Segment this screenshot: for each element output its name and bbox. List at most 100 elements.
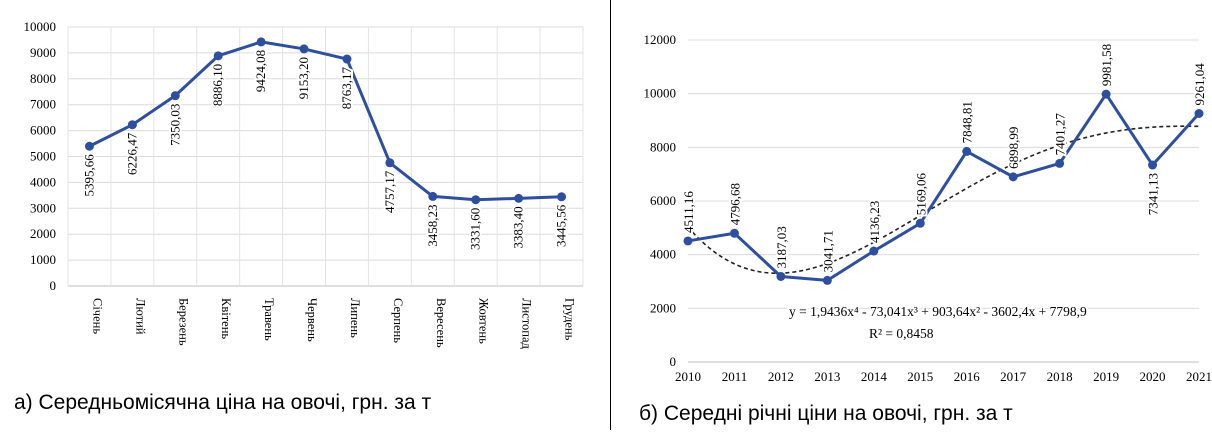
x-tick-label: 2014 [861,369,888,384]
data-label: 7401,27 [1053,113,1068,156]
y-tick-label: 4000 [30,174,56,189]
data-point [127,120,137,130]
data-point [776,271,786,281]
y-tick-label: 0 [50,278,57,293]
x-tick-label: 2017 [1000,369,1027,384]
x-tick-label: Січень [90,298,104,334]
data-point [471,195,481,205]
data-point [1148,160,1158,170]
x-tick-label: Липень [348,298,362,338]
chart-caption-monthly: а) Середньомісячна ціна на овочі, грн. з… [14,391,432,414]
series-line [687,92,1201,282]
data-label: 4136,23 [867,201,882,243]
y-tick-label: 2000 [650,300,676,315]
data-point [1055,158,1065,168]
x-tick-label: 2020 [1140,369,1166,384]
data-label: 6898,99 [1006,127,1021,169]
data-label: 4757,17 [382,170,397,213]
x-tick-label: 2013 [814,369,840,384]
data-label: 7341,13 [1146,173,1161,215]
data-label: 8763,17 [339,67,354,110]
y-tick-label: 12000 [644,32,677,47]
data-label: 3041,71 [820,230,835,272]
trendline-r-squared: R² = 0,8458 [869,326,934,341]
data-point [869,246,879,256]
x-tick-label: Травень [262,298,276,341]
data-point [729,228,739,238]
x-tick-label: Листопад [520,298,534,350]
y-tick-label: 10000 [24,19,57,34]
y-tick-label: 8000 [30,71,56,86]
chart-caption-yearly: б) Середні річні ціни на овочі, грн. за … [639,402,1013,425]
data-point [299,44,309,54]
y-tick-label: 10000 [644,86,677,101]
x-tick-label: Вересень [434,298,448,348]
y-tick-label: 5000 [30,149,56,164]
monthly-price-chart: 0 1000 2000 3000 4000 5000 6000 7000 8000 9000 100… [24,19,584,350]
x-tick-label: Грудень [563,298,577,341]
data-point [1008,172,1018,182]
data-point [514,193,524,203]
data-point [557,192,567,202]
x-tick-label: Квітень [219,298,233,339]
x-tick-label: Червень [305,298,319,342]
x-tick-label: Жовтень [477,298,491,344]
x-tick-label: 2021 [1186,369,1212,384]
x-tick-label: 2010 [675,369,701,384]
y-tick-label: 6000 [650,193,676,208]
data-label: 9153,20 [296,57,311,99]
y-tick-label: 6000 [30,123,56,138]
series-line [88,40,562,202]
x-tick-label: 2011 [722,369,748,384]
y-tick-label: 3000 [30,200,56,215]
data-label: 7848,81 [960,101,975,143]
data-point [256,37,266,47]
trendline [687,125,1200,275]
x-tick-label: 2012 [768,369,794,384]
data-label: 5169,06 [913,173,928,216]
data-label: 4511,16 [681,191,696,233]
gridlines [67,26,584,287]
data-label: 3383,40 [511,206,526,248]
y-tick-label: 4000 [650,247,676,262]
chart-panel-monthly: 0 1000 2000 3000 4000 5000 6000 7000 8000 9000 100… [0,0,610,430]
x-tick-label: 2018 [1047,369,1073,384]
data-label: 8886,10 [210,64,225,106]
data-label: 7350,03 [167,104,182,146]
data-label: 4796,68 [727,183,742,225]
data-label: 9261,04 [1192,63,1207,106]
trendline-equation: y = 1,9436x⁴ - 73,041x³ + 903,64x² - 360… [789,304,1087,319]
data-label: 3445,56 [554,204,569,247]
data-point [683,236,693,246]
data-point [170,91,180,101]
data-label: 3187,03 [774,226,789,268]
data-label: 9981,58 [1099,44,1114,86]
data-point [915,218,925,228]
chart-panel-yearly: 0 2000 4000 6000 8000 10000 12000 2010 2011 2012 2… [611,0,1212,430]
data-label: 3458,23 [425,204,440,246]
data-point [213,51,223,61]
panel-divider [610,0,611,430]
data-label: 3331,60 [468,208,483,250]
data-point [822,275,832,285]
y-tick-label: 7000 [30,97,56,112]
data-point [1101,89,1111,99]
data-point [84,141,94,151]
x-tick-label: 2015 [907,369,933,384]
y-tick-label: 0 [670,354,677,369]
y-tick-label: 8000 [650,139,676,154]
data-point [1194,108,1204,118]
data-point [428,191,438,201]
yearly-price-chart: 0 2000 4000 6000 8000 10000 12000 2010 2011 2012 2… [644,32,1212,384]
y-tick-label: 2000 [30,226,56,241]
x-tick-label: Серпень [391,298,405,343]
y-tick-label: 9000 [30,45,56,60]
data-point [385,158,395,168]
data-label: 5395,66 [81,154,96,197]
x-tick-label: Лютий [133,298,147,335]
y-tick-label: 1000 [30,252,56,267]
x-tick-label: 2016 [954,369,981,384]
data-label: 9424,08 [253,50,268,92]
data-label: 6226,47 [124,132,139,175]
